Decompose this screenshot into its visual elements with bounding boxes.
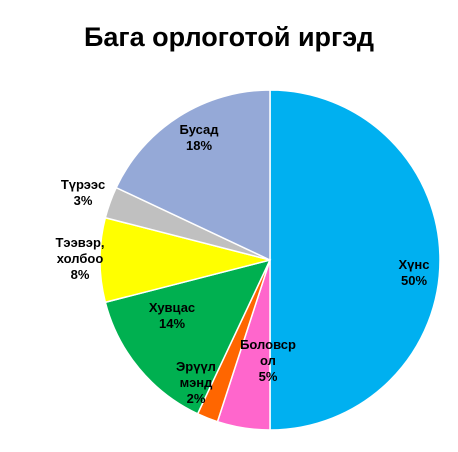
slice-category-label: Түрээс xyxy=(61,177,105,192)
slice-value-label: 5% xyxy=(259,369,278,384)
slice-label: Бусад 18% xyxy=(180,122,220,153)
pie-slices xyxy=(99,89,441,431)
slice-category-label: ол xyxy=(260,353,276,368)
slice-value-label: 14% xyxy=(159,316,185,331)
slice-category-label: Бусад xyxy=(180,122,220,137)
slice-value-label: 50% xyxy=(401,273,427,288)
slice-category-label: Хувцас xyxy=(149,300,195,315)
slice-label: Хүнс 50% xyxy=(399,257,430,288)
pie-labels: Хүнс 50% Боловср ол 5% Эрүүл мэнд 2% Хувцас 14% Тэ… xyxy=(55,122,429,406)
slice-value-label: 8% xyxy=(71,267,90,282)
slice-category-label: холбоо xyxy=(57,251,104,266)
pie-slice xyxy=(115,89,271,262)
slice-category-label: Боловср xyxy=(240,337,296,352)
pie-slice xyxy=(104,258,272,415)
pie-slice xyxy=(269,89,441,431)
slice-category-label: Хүнс xyxy=(399,257,430,272)
chart-title: Бага орлоготой иргэд xyxy=(84,22,374,52)
slice-label: Эрүүл мэнд 2% xyxy=(176,359,216,406)
slice-value-label: 18% xyxy=(186,138,212,153)
slice-value-label: 3% xyxy=(74,193,93,208)
slice-label: Түрээс 3% xyxy=(61,177,105,208)
slice-category-label: Тээвэр, xyxy=(55,235,104,250)
slice-category-label: Эрүүл xyxy=(176,359,216,374)
slice-label: Тээвэр, холбоо 8% xyxy=(55,235,104,282)
slice-label: Боловср ол 5% xyxy=(240,337,296,384)
slice-label: Хувцас 14% xyxy=(149,300,195,331)
slice-value-label: 2% xyxy=(187,391,206,406)
slice-category-label: мэнд xyxy=(180,375,213,390)
